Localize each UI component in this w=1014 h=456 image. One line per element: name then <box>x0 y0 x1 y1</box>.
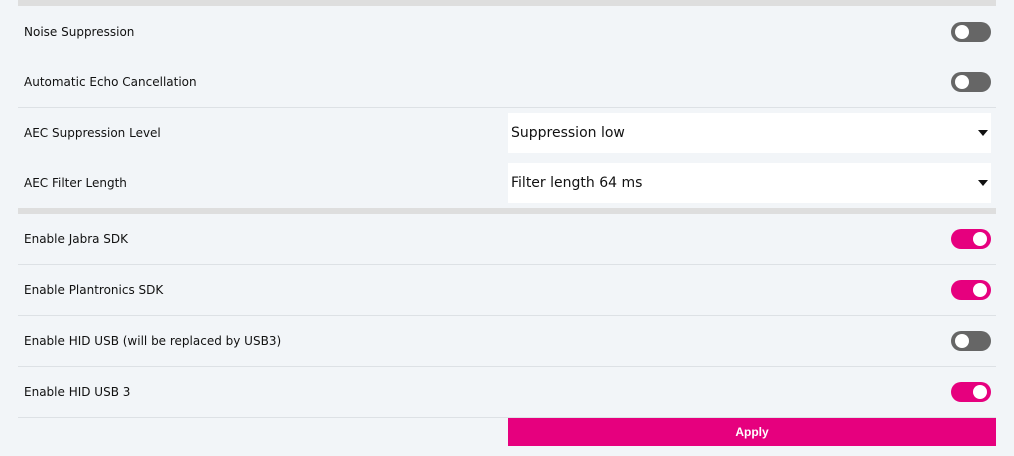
row-divider <box>18 264 996 265</box>
toggle-knob <box>955 25 969 39</box>
jabra-sdk-toggle[interactable] <box>951 229 991 249</box>
hid-usb-toggle[interactable] <box>951 331 991 351</box>
caret-down-icon <box>978 180 988 186</box>
aec-suppression-select[interactable]: Suppression low <box>508 113 991 153</box>
section-divider <box>18 208 996 214</box>
echo-cancellation-toggle[interactable] <box>951 72 991 92</box>
aec-suppression-row: AEC Suppression Level Suppression low <box>18 108 996 158</box>
row-divider <box>18 107 996 108</box>
hid-usb3-toggle[interactable] <box>951 382 991 402</box>
setting-label: Enable HID USB 3 <box>24 385 131 399</box>
aec-filter-row: AEC Filter Length Filter length 64 ms <box>18 158 996 208</box>
section-divider <box>18 0 996 6</box>
aec-filter-select[interactable]: Filter length 64 ms <box>508 163 991 203</box>
caret-down-icon <box>978 130 988 136</box>
plantronics-sdk-row: Enable Plantronics SDK <box>18 265 996 315</box>
toggle-knob <box>973 232 987 246</box>
row-divider <box>18 315 996 316</box>
row-divider <box>18 366 996 367</box>
selected-value: Filter length 64 ms <box>511 175 643 191</box>
plantronics-sdk-toggle[interactable] <box>951 280 991 300</box>
toggle-knob <box>955 334 969 348</box>
setting-label: Enable HID USB (will be replaced by USB3… <box>24 334 282 348</box>
noise-suppression-toggle[interactable] <box>951 22 991 42</box>
jabra-sdk-row: Enable Jabra SDK <box>18 214 996 264</box>
toggle-knob <box>955 75 969 89</box>
toggle-knob <box>973 385 987 399</box>
echo-cancellation-row: Automatic Echo Cancellation <box>18 57 996 107</box>
setting-label: Enable Plantronics SDK <box>24 283 164 297</box>
noise-suppression-row: Noise Suppression <box>18 7 996 57</box>
setting-label: Automatic Echo Cancellation <box>24 75 197 89</box>
setting-label: AEC Suppression Level <box>24 126 161 140</box>
row-divider <box>18 417 996 418</box>
selected-value: Suppression low <box>511 125 625 141</box>
setting-label: AEC Filter Length <box>24 176 127 190</box>
toggle-knob <box>973 283 987 297</box>
hid-usb-row: Enable HID USB (will be replaced by USB3… <box>18 316 996 366</box>
setting-label: Noise Suppression <box>24 25 135 39</box>
hid-usb3-row: Enable HID USB 3 <box>18 367 996 417</box>
setting-label: Enable Jabra SDK <box>24 232 129 246</box>
apply-button[interactable]: Apply <box>508 418 996 446</box>
